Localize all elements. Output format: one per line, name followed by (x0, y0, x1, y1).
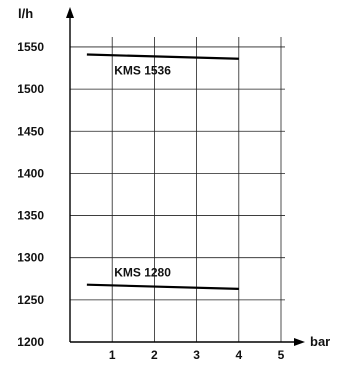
grid (70, 37, 285, 342)
y-tick-label: 1550 (17, 40, 44, 54)
y-axis-label: l/h (18, 6, 33, 21)
series-line-1 (87, 55, 239, 59)
x-tick-label: 3 (193, 348, 200, 362)
y-tick-label: 1200 (17, 335, 44, 349)
x-tick-label: 5 (278, 348, 285, 362)
y-tick-label: 1300 (17, 251, 44, 265)
x-tick-label: 4 (235, 348, 242, 362)
series-line-2 (87, 285, 239, 289)
series-lines: KMS 1536 KMS 1280 (87, 55, 239, 289)
y-tick-label: 1450 (17, 124, 44, 138)
x-axis-label: bar (310, 334, 330, 349)
y-axis-arrow (66, 7, 74, 18)
x-tick-label: 2 (151, 348, 158, 362)
series-label-2: KMS 1280 (114, 266, 171, 280)
x-tick-label: 1 (109, 348, 116, 362)
x-axis-arrow (294, 338, 305, 346)
y-tick-label: 1500 (17, 82, 44, 96)
series-label-1: KMS 1536 (114, 64, 171, 78)
y-tick-label: 1350 (17, 209, 44, 223)
y-tick-label: 1400 (17, 166, 44, 180)
y-tick-label: 1250 (17, 293, 44, 307)
tick-labels: 1200 1250 1300 1350 1400 1450 1500 1550 1 2 3 4 5 (17, 40, 284, 362)
